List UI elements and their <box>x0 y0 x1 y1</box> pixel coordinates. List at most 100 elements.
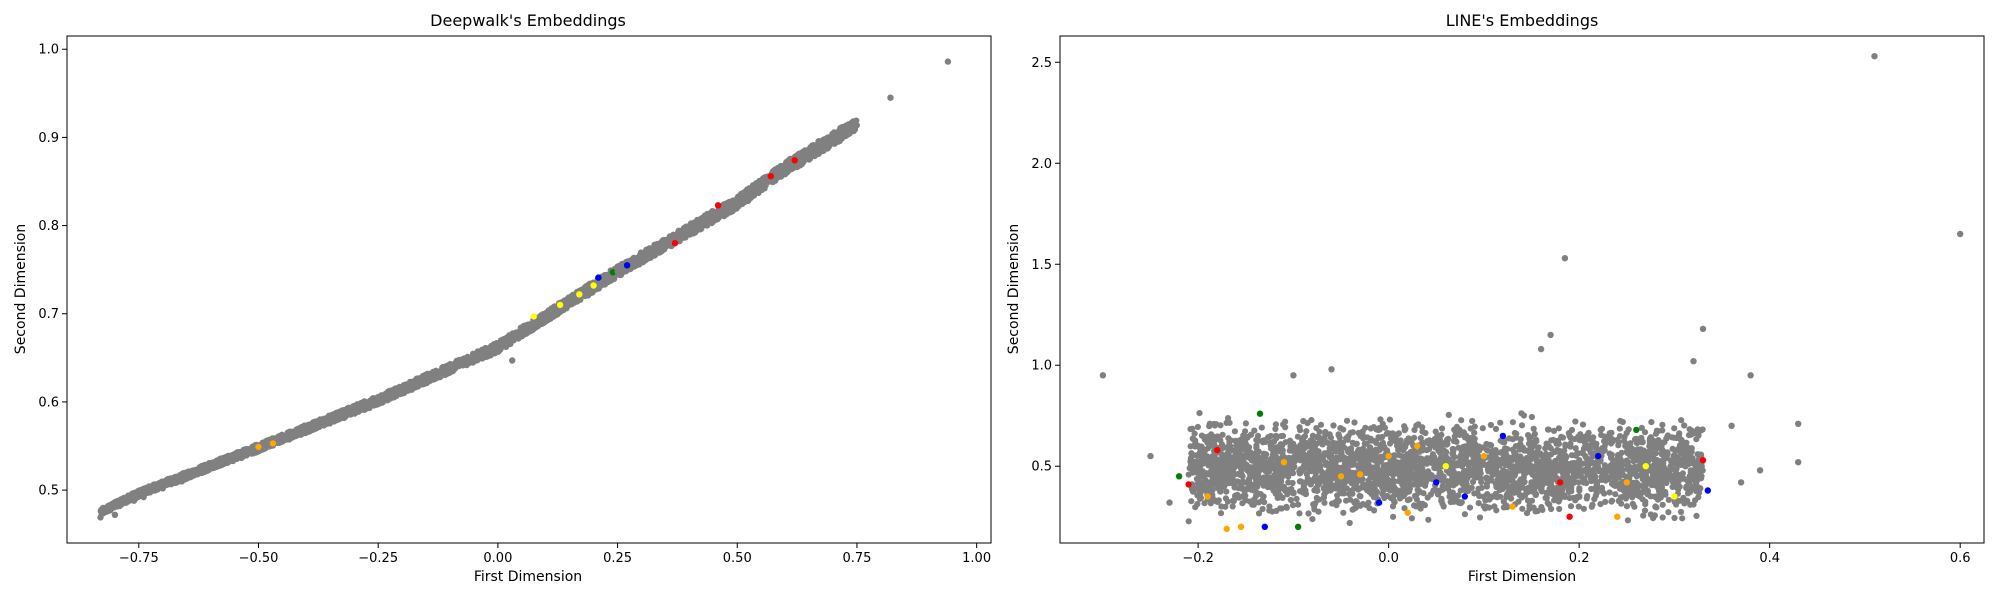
data-point-gray <box>758 185 765 192</box>
data-point <box>1226 419 1233 426</box>
y-tick-label: 0.9 <box>38 131 59 146</box>
data-point <box>532 324 539 331</box>
data-point <box>110 501 117 508</box>
data-point <box>831 135 838 142</box>
data-point <box>470 350 477 357</box>
data-point <box>499 341 506 348</box>
data-point-red <box>714 202 722 209</box>
data-point <box>261 439 268 446</box>
data-point-gray <box>781 164 789 171</box>
data-point-gray <box>710 210 717 218</box>
data-point-green <box>609 269 616 276</box>
data-point <box>1194 423 1201 431</box>
data-point <box>1321 499 1328 506</box>
data-point-yellow <box>530 313 537 320</box>
data-point-gray <box>614 268 621 275</box>
data-point <box>1289 502 1297 509</box>
data-point <box>152 481 159 488</box>
data-point <box>239 453 246 460</box>
x-tick-label: −0.50 <box>239 551 279 566</box>
data-point <box>729 208 736 215</box>
y-axis-label: Second Dimension <box>13 224 29 354</box>
chart-title: LINE's Embeddings <box>1446 11 1599 30</box>
data-point <box>1562 441 1569 448</box>
data-point <box>692 222 700 229</box>
scatter-points <box>97 58 952 521</box>
data-point-gray <box>834 129 841 137</box>
data-point-gray <box>97 514 104 521</box>
data-point <box>1670 434 1678 441</box>
data-point <box>1294 433 1301 440</box>
data-point <box>1305 510 1312 517</box>
data-point <box>724 207 731 214</box>
data-point <box>1432 428 1439 435</box>
data-point-gray <box>446 367 454 374</box>
data-point <box>1296 510 1303 517</box>
data-point <box>605 276 612 283</box>
data-point-red <box>791 157 798 164</box>
data-point <box>750 184 757 191</box>
data-point <box>1431 436 1438 443</box>
data-point <box>785 159 792 166</box>
data-point <box>1259 439 1267 446</box>
data-point <box>1471 429 1478 436</box>
x-tick-label: 1.00 <box>962 551 991 566</box>
data-point <box>585 291 592 298</box>
data-point-red <box>767 173 774 180</box>
data-point-gray <box>566 296 573 303</box>
data-point-gray <box>231 453 238 460</box>
data-point <box>544 317 551 324</box>
data-point <box>1391 452 1398 459</box>
y-axis-ticks: 0.50.60.70.80.91.0 <box>38 43 67 499</box>
data-point-gray <box>662 240 669 247</box>
x-tick-label: −0.25 <box>358 551 398 566</box>
data-point <box>1344 436 1351 443</box>
data-point <box>204 467 211 474</box>
data-point <box>1349 429 1356 436</box>
data-point <box>1659 501 1666 508</box>
data-point <box>1343 417 1351 424</box>
data-point <box>1313 425 1320 432</box>
data-point <box>410 378 417 385</box>
data-point <box>101 505 108 512</box>
data-point <box>1367 425 1374 432</box>
data-point <box>1597 501 1604 508</box>
data-point-gray <box>398 387 406 394</box>
data-point <box>680 233 687 241</box>
data-point <box>1518 422 1526 429</box>
data-point <box>804 150 812 157</box>
data-point <box>1259 505 1266 513</box>
y-tick-label: 0.6 <box>38 395 59 410</box>
data-point <box>218 455 226 462</box>
data-point-gray <box>686 226 693 234</box>
data-point <box>243 448 250 455</box>
data-point <box>159 478 167 486</box>
data-point <box>817 148 824 155</box>
data-point <box>1438 495 1445 502</box>
data-point <box>1219 451 1226 458</box>
data-point <box>387 389 394 396</box>
data-point <box>433 369 440 376</box>
data-point <box>1479 425 1486 432</box>
data-point <box>401 382 408 389</box>
data-point-gray <box>197 469 205 476</box>
data-point <box>1687 469 1694 476</box>
data-point-gray <box>351 406 358 414</box>
x-tick-label: −0.75 <box>119 551 159 566</box>
data-point-gray <box>327 416 334 423</box>
data-point <box>454 362 461 369</box>
data-point <box>1659 421 1666 428</box>
data-point <box>1633 435 1640 442</box>
data-point <box>1351 419 1358 426</box>
data-point <box>1523 509 1531 517</box>
data-point <box>340 414 347 421</box>
plot-frame <box>66 35 992 544</box>
data-point <box>1641 429 1649 436</box>
data-point <box>537 312 545 319</box>
data-point <box>536 318 544 325</box>
data-point-gray <box>638 255 645 263</box>
data-point-orange <box>255 443 262 451</box>
data-point <box>622 268 629 275</box>
data-point <box>1641 507 1649 514</box>
